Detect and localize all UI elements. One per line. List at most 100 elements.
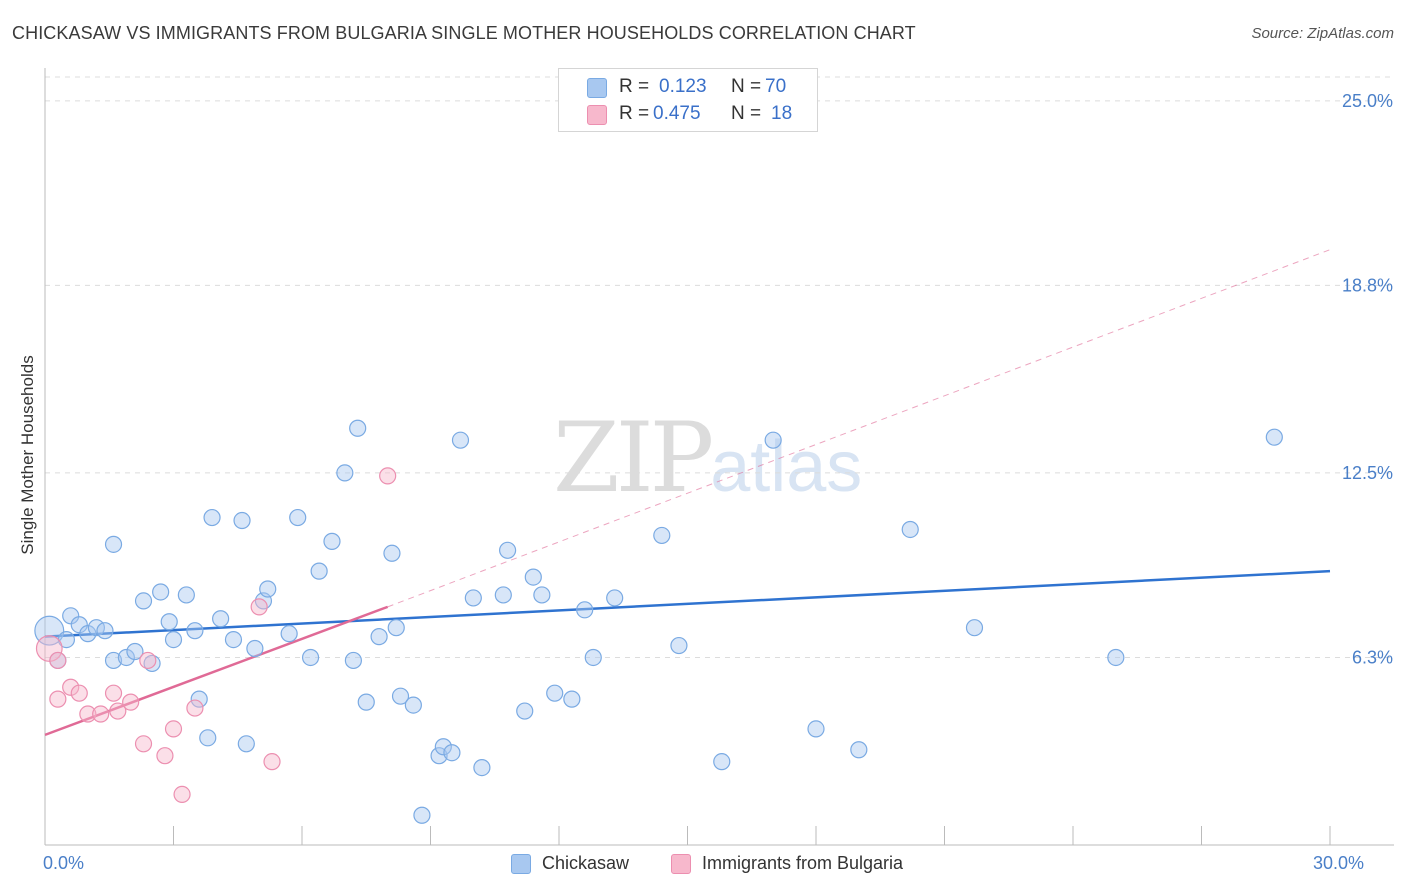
legend-label: Chickasaw [542,853,630,873]
bulgaria-point [186,699,204,717]
bulgaria-swatch [587,105,607,125]
chickasaw-point [713,753,731,771]
chickasaw-point [96,622,114,640]
trend-layer [44,249,1331,737]
bulgaria-trend-extension [387,249,1331,608]
chickasaw-point [70,616,88,634]
chickasaw-point [117,648,135,667]
chickasaw-point [104,535,123,553]
chickasaw-point [177,586,195,604]
chickasaw-point [464,589,482,607]
chickasaw-point [1107,648,1125,667]
chickasaw-point [233,511,251,530]
chickasaw-point [164,631,183,649]
chickasaw-point [451,431,470,449]
chickasaw-point [212,610,230,628]
r-value: 0.475 [653,103,701,124]
r-label: R = [619,103,650,124]
watermark-atlas: atlas [710,427,863,507]
x-tick-label: 30.0% [1313,853,1364,873]
chickasaw-point [965,619,984,637]
chickasaw-point [764,431,782,449]
bulgaria-legend-swatch [671,854,691,874]
bulgaria-point [70,684,88,702]
bulgaria-point [173,785,191,803]
chickasaw-point [546,684,564,702]
bulgaria-point [164,720,183,738]
bulgaria-point [104,684,123,702]
chickasaw-point [443,744,461,762]
chickasaw-point [383,544,401,562]
chickasaw-point [434,738,452,756]
y-tick-label: 25.0% [1342,91,1393,111]
chickasaw-point [391,687,410,705]
bulgaria-point [134,735,153,753]
bulgaria-point [379,467,397,485]
chickasaw-swatch [587,78,607,98]
y-tick-label: 6.3% [1352,647,1393,667]
chickasaw-point [336,464,354,482]
chickasaw-point [160,613,178,631]
chickasaw-point [323,532,341,550]
bulgaria-point [49,651,67,670]
chickasaw-point [203,508,221,527]
watermark: ZIPatlas [553,402,862,514]
chickasaw-point [901,520,919,539]
chickasaw-point [104,651,123,670]
bulgaria-point [79,705,97,723]
chickasaw-point [653,526,671,545]
chickasaw-legend-swatch [511,854,531,874]
tick-label-layer: 6.3% 12.5% 18.8% 25.0% 0.0% 30.0% [43,91,1393,873]
chickasaw-point [246,639,264,658]
chickasaw-point [413,806,431,824]
chickasaw-point [349,419,367,437]
chickasaw-point [126,642,144,661]
chickasaw-point [473,759,491,777]
chickasaw-point [310,562,328,580]
chickasaw-point [850,741,868,759]
chickasaw-point [807,720,825,738]
chickasaw-point [499,541,517,559]
bulgaria-point [109,702,127,720]
stats-legend-box: R = 0.123 N = 70 R = 0.475 N = 18 [558,68,818,132]
stats-row-bulgaria: R = 0.475 N = 18 [559,101,817,127]
bulgaria-trend-line [44,605,389,737]
n-label: N = [731,103,762,124]
chickasaw-point [516,702,534,720]
chickasaw-point [344,651,362,670]
chickasaw-point [186,622,204,640]
chickasaw-point [533,586,551,604]
chickasaw-point [576,601,594,619]
bulgaria-point [139,651,157,670]
bulgaria-point [250,598,268,616]
n-value: 70 [765,76,787,97]
bulgaria-point [62,678,80,696]
bulgaria-point [263,753,281,771]
chickasaw-point [606,589,624,607]
bulgaria-point [49,690,67,708]
chickasaw-point [237,735,255,753]
chickasaw-point [301,648,320,667]
source-credit: Source: ZipAtlas.com [1251,25,1394,42]
bulgaria-point [35,635,63,662]
chickasaw-point [79,625,97,643]
chickasaw-point [494,586,512,604]
chickasaw-point [199,729,217,747]
bulgaria-point [122,693,140,711]
watermark-zip: ZIP [553,402,714,514]
chickasaw-point [289,508,307,527]
chickasaw-point [584,648,602,667]
y-tick-label: 12.5% [1342,463,1393,483]
bulgaria-point [156,747,174,765]
axis-layer [44,68,1394,846]
n-value: 18 [771,103,793,124]
stats-row-chickasaw: R = 0.123 N = 70 [559,74,817,100]
chickasaw-point [670,636,688,655]
legend-label: Immigrants from Bulgaria [702,853,904,873]
chickasaw-point [404,696,422,714]
chickasaw-point [134,592,153,610]
chickasaw-point [190,690,208,708]
chickasaw-trend-line [44,569,1331,638]
y-tick-label: 18.8% [1342,275,1393,295]
